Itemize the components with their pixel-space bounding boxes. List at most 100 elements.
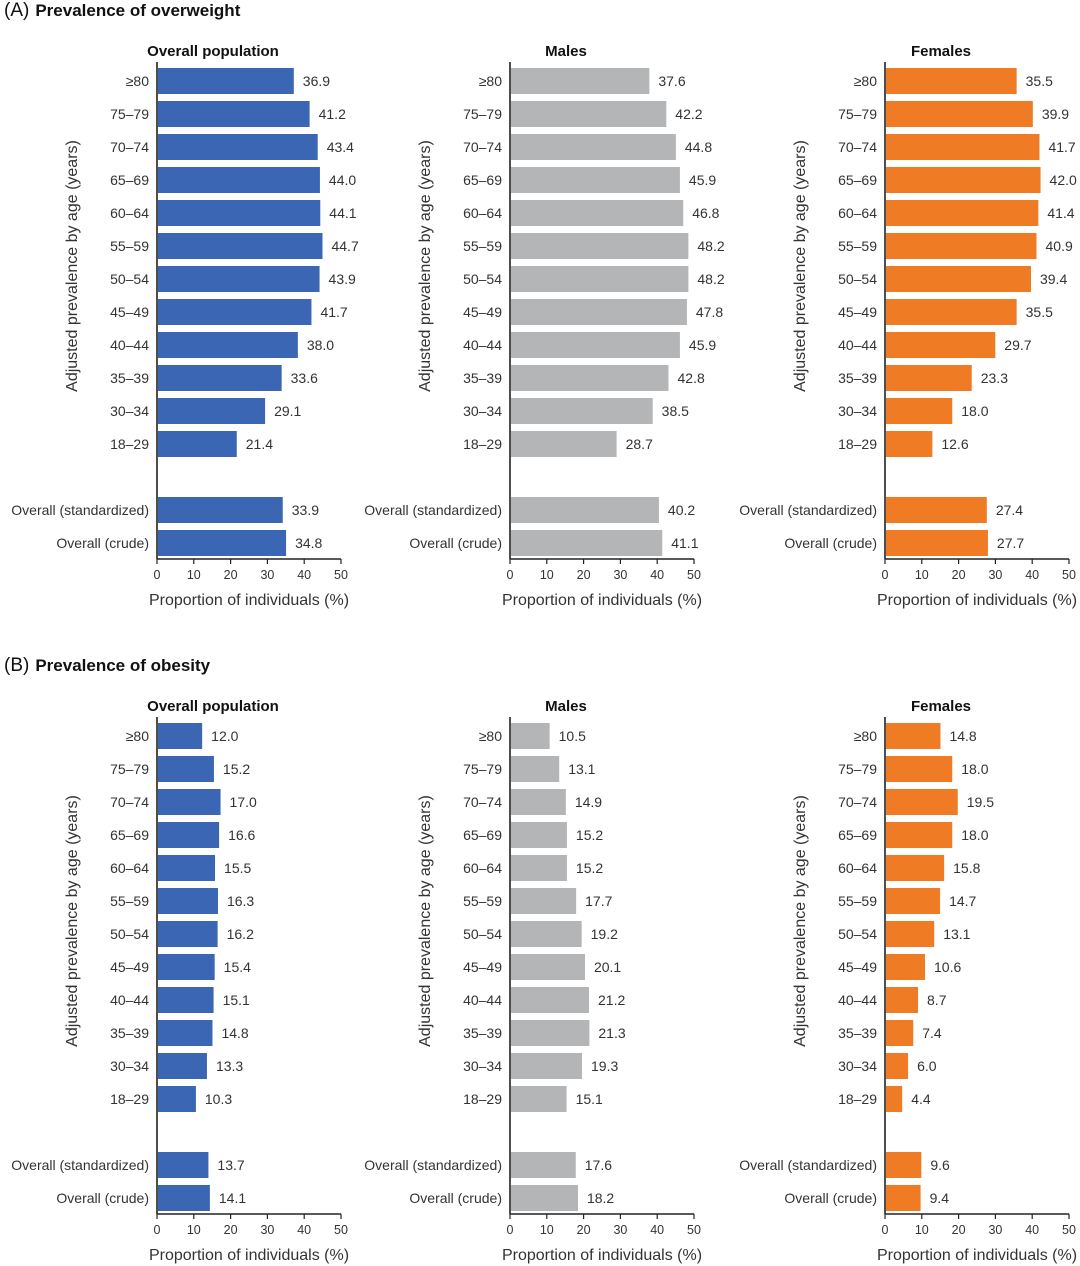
chart-b-females-value-label: 6.0 bbox=[917, 1058, 937, 1074]
chart-b-females-category-label: 35–39 bbox=[838, 1025, 877, 1041]
chart-a-overall-population-value-label: 36.9 bbox=[303, 73, 330, 89]
chart-a-males-category-label: 30–34 bbox=[463, 403, 502, 419]
chart-b-overall-population-category-label: 50–54 bbox=[110, 926, 149, 942]
chart-a-overall-population-bar bbox=[158, 101, 310, 127]
chart-b-males-value-label: 19.3 bbox=[591, 1058, 618, 1074]
chart-a-females-value-label: 29.7 bbox=[1004, 337, 1031, 353]
chart-b-females-category-label: 30–34 bbox=[838, 1058, 877, 1074]
panel-a-title-text: Prevalence of overweight bbox=[35, 1, 241, 20]
chart-a-overall-population-value-label: 43.9 bbox=[329, 271, 356, 287]
chart-b-females-bar bbox=[886, 1020, 914, 1046]
chart-a-females-value-label: 23.3 bbox=[981, 370, 1008, 386]
chart-a-females-bar bbox=[886, 233, 1037, 259]
chart-b-females-bar bbox=[886, 855, 945, 881]
chart-b-females-bar bbox=[886, 1152, 922, 1178]
chart-a-females-category-label: 35–39 bbox=[838, 370, 877, 386]
chart-a-females-value-label: 41.4 bbox=[1047, 205, 1074, 221]
chart-b-males-value-label: 20.1 bbox=[594, 959, 621, 975]
chart-b-males-value-label: 15.1 bbox=[576, 1091, 603, 1107]
chart-b-males-category-label: 75–79 bbox=[463, 761, 502, 777]
chart-b-males-value-label: 17.6 bbox=[585, 1157, 612, 1173]
chart-a-females-value-label: 27.4 bbox=[996, 502, 1023, 518]
chart-a-females-bar bbox=[886, 398, 953, 424]
chart-a-females-x-tick-label: 30 bbox=[988, 568, 1002, 582]
chart-b-males-value-label: 10.5 bbox=[559, 728, 586, 744]
chart-a-females-category-label: Overall (standardized) bbox=[739, 502, 877, 518]
chart-b-overall-population-value-label: 12.0 bbox=[211, 728, 238, 744]
chart-b-overall-population-bar bbox=[158, 987, 214, 1013]
chart-b-males-category-label: 35–39 bbox=[463, 1025, 502, 1041]
chart-b-overall-population-category-label: 45–49 bbox=[110, 959, 149, 975]
chart-b-males-value-label: 21.2 bbox=[598, 992, 625, 1008]
chart-b-overall-population-bar bbox=[158, 1086, 196, 1112]
chart-b-males-x-tick-label: 10 bbox=[540, 1223, 554, 1237]
chart-b-overall-population-value-label: 17.0 bbox=[230, 794, 257, 810]
chart-b-males-bar bbox=[511, 888, 577, 914]
chart-b-overall-population-category-label: 35–39 bbox=[110, 1025, 149, 1041]
chart-b-females-category-label: ≥80 bbox=[854, 728, 877, 744]
chart-a-males-x-tick-label: 40 bbox=[650, 568, 664, 582]
panel-b-letter: (B) bbox=[4, 655, 30, 676]
chart-b-males-x-tick-label: 0 bbox=[507, 1223, 514, 1237]
chart-b-males-category-label: 70–74 bbox=[463, 794, 502, 810]
chart-a-females-bar bbox=[886, 101, 1033, 127]
chart-a-overall-population-value-label: 43.4 bbox=[327, 139, 354, 155]
chart-b-males-bar bbox=[511, 954, 585, 980]
chart-a-overall-population-x-tick-label: 0 bbox=[154, 568, 161, 582]
chart-a-overall-population-bar bbox=[158, 134, 318, 160]
chart-b-males-x-tick-label: 20 bbox=[577, 1223, 591, 1237]
chart-b-females-category-label: 65–69 bbox=[838, 827, 877, 843]
chart-a-overall-population-bar bbox=[158, 530, 287, 556]
chart-a-overall-population-value-label: 33.6 bbox=[291, 370, 318, 386]
chart-b-overall-population-x-tick-label: 50 bbox=[334, 1223, 348, 1237]
chart-b-overall-population-bar bbox=[158, 789, 221, 815]
chart-a-females-x-tick-label: 40 bbox=[1025, 568, 1039, 582]
chart-b-females-x-tick-label: 50 bbox=[1062, 1223, 1076, 1237]
chart-a-males-value-label: 28.7 bbox=[626, 436, 653, 452]
chart-b-overall-population-category-label: 40–44 bbox=[110, 992, 149, 1008]
chart-b-overall-population-value-label: 15.2 bbox=[223, 761, 250, 777]
chart-a-males-x-tick-label: 20 bbox=[577, 568, 591, 582]
chart-a-overall-population-x-axis-label: Proportion of individuals (%) bbox=[149, 592, 349, 609]
chart-a-overall-population-category-label: 55–59 bbox=[110, 238, 149, 254]
chart-b-overall-population-value-label: 15.5 bbox=[224, 860, 251, 876]
chart-a-overall-population-category-label: 75–79 bbox=[110, 106, 149, 122]
chart-b-females-value-label: 18.0 bbox=[961, 827, 988, 843]
chart-b-females-category-label: Overall (crude) bbox=[784, 1190, 877, 1206]
chart-b-males-bar bbox=[511, 1053, 583, 1079]
chart-a-males-value-label: 41.1 bbox=[671, 535, 698, 551]
chart-a-overall-population-category-label: 45–49 bbox=[110, 304, 149, 320]
chart-a-males-category-label: 65–69 bbox=[463, 172, 502, 188]
chart-a-females-value-label: 39.9 bbox=[1042, 106, 1069, 122]
chart-a-overall-population-category-label: 65–69 bbox=[110, 172, 149, 188]
chart-a-males-value-label: 44.8 bbox=[685, 139, 712, 155]
chart-a-overall-population-bar bbox=[158, 68, 294, 94]
chart-a-overall-population-bar bbox=[158, 200, 321, 226]
panel-a-title: (A) Prevalence of overweight bbox=[4, 0, 240, 22]
chart-a-males-category-label: 60–64 bbox=[463, 205, 502, 221]
chart-a-overall-population-y-axis-label: Adjusted prevalence by age (years) bbox=[64, 140, 81, 392]
chart-a-males-x-tick-label: 50 bbox=[687, 568, 701, 582]
chart-a-overall-population-category-label: 70–74 bbox=[110, 139, 149, 155]
chart-a-females-category-label: 75–79 bbox=[838, 106, 877, 122]
chart-a-males-bar bbox=[511, 332, 680, 358]
chart-a-females-category-label: 30–34 bbox=[838, 403, 877, 419]
chart-b-females-bar bbox=[886, 987, 919, 1013]
panel-b-title-text: Prevalence of obesity bbox=[35, 656, 211, 675]
chart-a-males-category-label: ≥80 bbox=[479, 73, 502, 89]
chart-b-overall-population-bar bbox=[158, 1152, 209, 1178]
chart-a-females-category-label: 60–64 bbox=[838, 205, 877, 221]
chart-a-overall-population-x-tick-label: 20 bbox=[224, 568, 238, 582]
chart-b-males-value-label: 19.2 bbox=[591, 926, 618, 942]
chart-a-females-bar bbox=[886, 365, 972, 391]
chart-b-males-value-label: 18.2 bbox=[587, 1190, 614, 1206]
chart-a-females-value-label: 39.4 bbox=[1040, 271, 1067, 287]
chart-a-overall-population-bar bbox=[158, 497, 283, 523]
chart-b-overall-population-x-tick-label: 40 bbox=[297, 1223, 311, 1237]
chart-a-overall-population-x-tick-label: 30 bbox=[260, 568, 274, 582]
chart-a-overall-population-value-label: 41.7 bbox=[320, 304, 347, 320]
chart-a-males-x-tick-label: 10 bbox=[540, 568, 554, 582]
chart-b-females-value-label: 14.7 bbox=[949, 893, 976, 909]
chart-b-females-bar bbox=[886, 756, 953, 782]
